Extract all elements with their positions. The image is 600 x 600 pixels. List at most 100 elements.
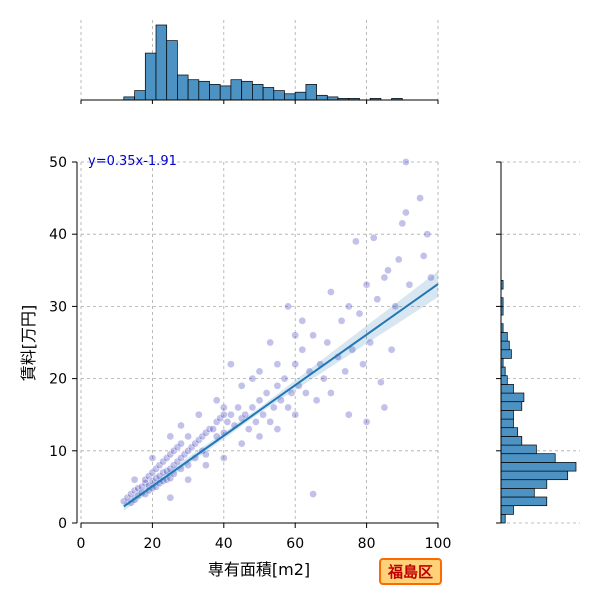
scatter-point <box>402 208 410 217</box>
scatter-point <box>209 425 217 433</box>
scatter-point <box>255 432 264 441</box>
right-hist-bar <box>500 340 510 351</box>
scatter-point <box>273 425 282 433</box>
scatter-point <box>266 418 275 426</box>
scatter-point <box>312 396 321 405</box>
scatter-point <box>269 403 278 412</box>
scatter-point <box>344 410 353 419</box>
scatter-point <box>227 360 235 369</box>
top-hist-bar <box>198 80 210 101</box>
top-hist-bar <box>305 84 317 101</box>
scatter-point <box>416 194 424 202</box>
y-axis-label: 賃料[万円] <box>19 305 38 382</box>
scatter-point <box>273 360 282 369</box>
right-hist-bar <box>500 436 523 446</box>
scatter-point <box>302 389 310 397</box>
x-tick-label: 40 <box>215 536 233 552</box>
regression-label: y=0.35x-1.91 <box>88 154 177 169</box>
scatter-point <box>223 418 232 426</box>
scatter-point <box>405 280 414 289</box>
scatter-point <box>423 230 432 239</box>
scatter-point <box>184 432 192 441</box>
top-hist-bar <box>166 40 178 101</box>
right-hist-bar <box>500 462 577 472</box>
scatter-point <box>298 316 307 325</box>
top-hist-bar <box>209 84 221 101</box>
scatter-point <box>227 410 235 419</box>
x-axis-label: 専有面積[m2] <box>208 560 310 579</box>
regression-line-path <box>123 283 439 508</box>
y-tick-label: 40 <box>49 227 67 243</box>
top-hist-bar <box>262 87 275 101</box>
scatter-point <box>184 475 192 484</box>
scatter-point <box>348 345 357 354</box>
scatter-point <box>327 389 335 397</box>
scatter-point <box>194 410 203 419</box>
y-tick-label: 30 <box>49 299 67 315</box>
scatter-point <box>284 403 292 412</box>
scatter-point <box>394 255 403 264</box>
scatter-point <box>380 273 389 282</box>
scatter-point <box>362 280 371 289</box>
right-hist-bar <box>500 410 514 420</box>
top-hist-bar <box>144 52 157 101</box>
scatter-point <box>273 381 282 390</box>
scatter-point <box>177 439 185 448</box>
scatter-point <box>369 233 378 242</box>
scatter-point <box>280 374 289 383</box>
right-hist-bar <box>500 427 519 437</box>
scatter-point <box>352 237 360 246</box>
right-hist-bar <box>500 401 523 411</box>
scatter-point <box>323 338 332 347</box>
scatter-point <box>219 410 228 419</box>
x-tick-label: 100 <box>425 536 452 552</box>
scatter-point <box>337 316 346 325</box>
x-tick-label: 60 <box>286 536 304 552</box>
scatter-point <box>366 338 375 347</box>
scatter-point <box>255 367 264 376</box>
top-hist-bar <box>187 79 200 101</box>
scatter-point <box>166 493 175 502</box>
scatter-point <box>166 432 175 441</box>
scatter-point <box>202 450 210 459</box>
scatter-point <box>177 421 185 430</box>
top-histogram <box>123 24 403 101</box>
right-hist-bar <box>500 384 514 394</box>
scatter-point <box>284 302 292 311</box>
scatter-point <box>341 367 350 376</box>
scatter-point <box>237 381 246 390</box>
scatter-point <box>387 345 396 354</box>
top-hist-bar <box>273 90 285 101</box>
regression-line <box>123 271 439 511</box>
scatter-point <box>380 403 389 412</box>
ward-badge-text: 福島区 <box>387 563 433 581</box>
right-hist-bar <box>500 375 508 385</box>
right-hist-bar <box>500 470 569 481</box>
scatter-point <box>237 439 246 448</box>
axes <box>76 99 502 524</box>
y-tick-label: 20 <box>49 372 67 388</box>
scatter-point <box>277 396 285 405</box>
scatter-point <box>391 302 400 311</box>
scatter-point <box>344 302 353 311</box>
scatter-point <box>355 309 364 318</box>
ticks: 0 20 40 60 80 100 0 10 20 30 40 50 <box>49 100 501 552</box>
scatter-point <box>248 403 257 412</box>
x-tick-label: 0 <box>77 536 86 552</box>
scatter-point <box>252 418 260 426</box>
right-hist-bar <box>500 366 506 377</box>
scatter-point <box>327 288 335 296</box>
scatter-point <box>266 338 275 347</box>
scatter-point <box>419 252 428 260</box>
scatter-point <box>219 403 228 412</box>
top-hist-bar <box>294 91 307 101</box>
right-hist-bar <box>500 487 535 498</box>
scatter-point <box>319 374 328 383</box>
scatter-point <box>262 389 271 397</box>
scatter-point <box>359 360 367 369</box>
right-hist-bar <box>500 349 512 359</box>
top-hist-bar <box>219 85 232 101</box>
scatter-points <box>119 158 435 507</box>
top-hist-bar <box>241 80 253 101</box>
